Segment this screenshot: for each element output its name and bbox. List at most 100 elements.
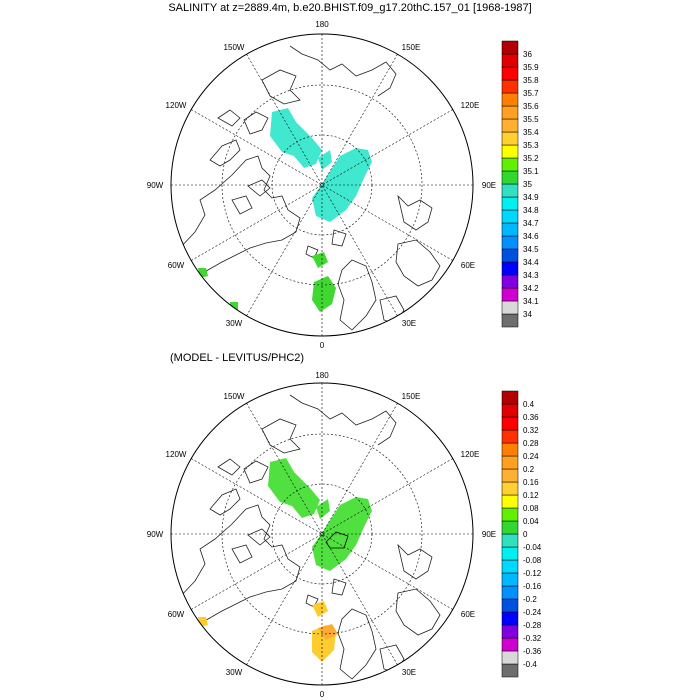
top-label-60e: 60E [461,261,475,270]
bottom-colorbar-tick-label: 0.36 [523,413,539,422]
bottom-colorbar-swatch [501,481,519,496]
top-colorbar-tick-label: 34.7 [523,219,539,228]
bottom-colorbar-swatch [501,650,519,665]
top-label-120w: 120W [166,101,187,110]
top-map-land-outlines [177,45,441,331]
top-colorbar-tick-label: 35.8 [523,76,539,85]
top-label-120e: 120E [461,101,480,110]
bottom-colorbar-tick-label: 0 [523,530,528,539]
top-colorbar-swatch [501,170,519,185]
top-colorbar-tick-label: 36 [523,50,532,59]
top-colorbar-tick-label: 34.6 [523,232,539,241]
bottom-colorbar: -0.4 -0.36 -0.32 -0.28 -0.24 -0.2 -0.16 -0.12 -0… [501,390,542,678]
bottom-colorbar-tick-label: -0.32 [523,634,542,643]
bottom-colorbar-swatch [501,533,519,548]
bottom-colorbar-tick-label: -0.04 [523,543,542,552]
top-colorbar-swatch [501,287,519,302]
bottom-colorbar-tick-label: -0.24 [523,608,542,617]
top-colorbar-swatch [501,274,519,289]
bottom-map-land-outlines [177,394,441,680]
bottom-field-nordic-high [318,624,338,640]
bottom-colorbar-tick-label: 0.32 [523,426,539,435]
top-colorbar-swatch [501,79,519,94]
bottom-label-90e: 90E [482,530,496,539]
top-colorbar-tick-label: 35.6 [523,102,539,111]
bottom-label-30e: 30E [402,668,416,677]
bottom-colorbar-swatch [501,611,519,626]
bottom-colorbar-swatch [501,390,519,405]
bottom-colorbar-tick-label: -0.4 [523,660,537,669]
top-field-canadian-basin [270,108,322,168]
bottom-label-90w: 90W [147,530,164,539]
bottom-colorbar-tick-label: -0.28 [523,621,542,630]
top-colorbar-tick-label: 35.7 [523,89,539,98]
top-colorbar-tick-label: 35.5 [523,115,539,124]
top-colorbar-swatch [501,144,519,159]
bottom-colorbar-swatch [501,429,519,444]
top-colorbar-swatch [501,183,519,198]
bottom-label-30w: 30W [226,668,243,677]
top-label-0: 0 [320,341,325,350]
top-label-150e: 150E [402,43,421,52]
bottom-map-title: (MODEL - LEVITUS/PHC2) [170,352,305,364]
bottom-colorbar-tick-label: -0.36 [523,647,542,656]
top-label-180: 180 [315,20,329,29]
top-colorbar-tick-label: 35.4 [523,128,539,137]
top-colorbar-swatch [501,40,519,55]
top-map-boundary [170,33,474,337]
top-colorbar-tick-label: 34.8 [523,206,539,215]
top-graticule [171,34,473,336]
bottom-colorbar-swatch [501,598,519,613]
bottom-colorbar-tick-label: 0.24 [523,452,539,461]
top-field-eurasian-basin [312,148,372,222]
bottom-label-120w: 120W [166,450,187,459]
top-polar-map: 180 150W 150E 120W 120E 90W 90E 60W 60E … [147,20,539,350]
top-colorbar-tick-label: 34.1 [523,297,539,306]
top-colorbar-swatch [501,131,519,146]
top-colorbar-swatch [501,261,519,276]
bottom-colorbar-tick-label: 0.28 [523,439,539,448]
top-map-title: SALINITY at z=2889.4m, b.e20.BHIST.f09_g… [168,2,532,14]
top-colorbar-swatch [501,313,519,328]
top-colorbar-tick-label: 35.1 [523,167,539,176]
top-field-nordic-seas [312,276,336,312]
bottom-colorbar-tick-label: 0.2 [523,465,535,474]
top-longitude-labels: 180 150W 150E 120W 120E 90W 90E 60W 60E … [147,20,496,350]
top-colorbar-swatch [501,196,519,211]
bottom-map-boundary [170,382,474,686]
top-colorbar-tick-label: 34.4 [523,258,539,267]
top-colorbar-swatch [501,222,519,237]
top-colorbar: 34 34.1 34.2 34.3 34.4 34.5 34.6 34.7 34.8 34.9 35… [501,40,539,328]
top-colorbar-swatch [501,118,519,133]
top-label-90e: 90E [482,181,496,190]
bottom-polar-map: 180 150W 150E 120W 120E 90W 90E 60W 60E … [147,371,542,699]
bottom-field-canadian-basin [268,458,320,518]
bottom-label-0: 0 [320,690,325,699]
top-colorbar-tick-label: 34.9 [523,193,539,202]
top-colorbar-swatch [501,66,519,81]
bottom-colorbar-swatch [501,442,519,457]
bottom-colorbar-swatch [501,585,519,600]
top-colorbar-tick-label: 34.3 [523,271,539,280]
top-colorbar-tick-label: 35.2 [523,154,539,163]
bottom-colorbar-swatch [501,468,519,483]
bottom-colorbar-swatch [501,403,519,418]
top-colorbar-tick-label: 34.5 [523,245,539,254]
bottom-field-fram-strait [312,601,328,617]
top-colorbar-swatch [501,209,519,224]
bottom-colorbar-swatch [501,455,519,470]
bottom-colorbar-swatch [501,546,519,561]
bottom-graticule [171,383,473,685]
bottom-field-small-patch [316,499,330,519]
bottom-label-180: 180 [315,371,329,380]
bottom-label-60w: 60W [168,610,185,619]
bottom-colorbar-tick-label: 0.12 [523,491,539,500]
top-colorbar-swatch [501,235,519,250]
top-colorbar-swatch [501,53,519,68]
bottom-longitude-labels: 180 150W 150E 120W 120E 90W 90E 60W 60E … [147,371,496,699]
bottom-colorbar-tick-label: 0.16 [523,478,539,487]
bottom-colorbar-tick-label: 0.08 [523,504,539,513]
bottom-colorbar-swatch [501,663,519,678]
bottom-colorbar-swatch [501,494,519,509]
